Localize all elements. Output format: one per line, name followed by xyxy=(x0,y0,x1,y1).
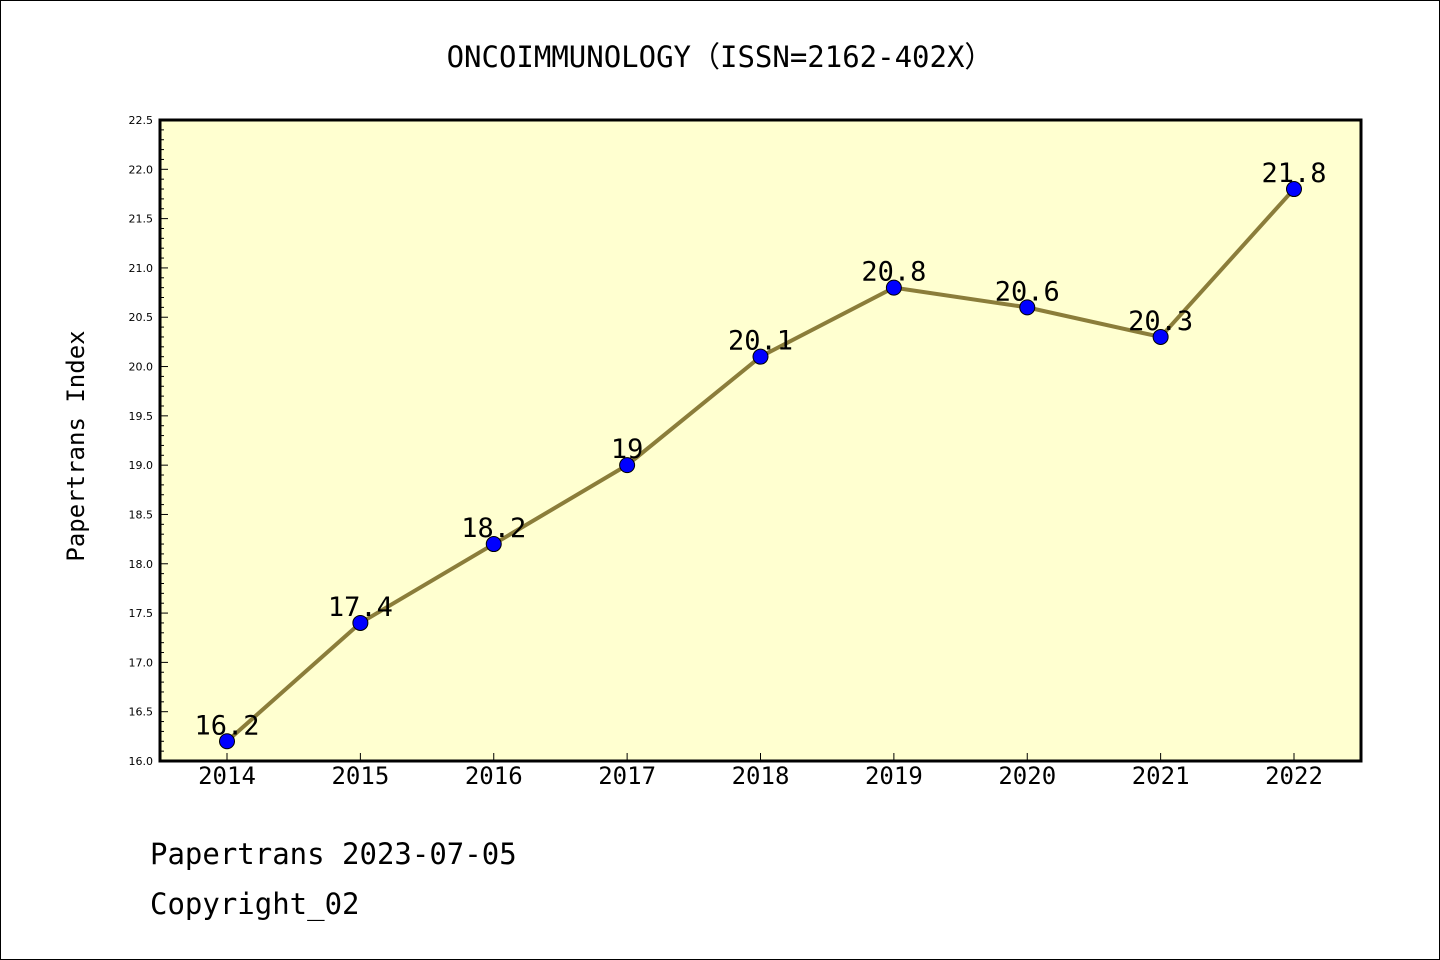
data-point xyxy=(619,457,636,474)
y-tick-label: 19.0 xyxy=(129,459,154,472)
data-point xyxy=(1019,299,1036,316)
data-point xyxy=(1286,181,1302,198)
y-tick-label: 20.5 xyxy=(129,311,154,324)
data-points xyxy=(219,181,1302,750)
data-label: 20.1 xyxy=(728,326,793,357)
data-point xyxy=(352,614,369,631)
data-point xyxy=(885,279,902,296)
x-tick-label: 2019 xyxy=(865,762,923,790)
data-label: 17.4 xyxy=(328,592,393,623)
data-point xyxy=(752,348,769,365)
data-label: 19 xyxy=(611,434,644,465)
x-tick-label: 2016 xyxy=(465,762,523,790)
data-labels: 16.2 17.4 18.2 19 20.1 20.8 20.6 20.3 21.8 xyxy=(194,158,1326,741)
y-tick-label: 17.0 xyxy=(129,656,154,669)
y-tick-label: 16.5 xyxy=(129,706,154,719)
x-tick-label: 2017 xyxy=(598,762,656,790)
y-tick-label: 19.5 xyxy=(129,410,154,423)
y-axis: 16.0 16.5 17.0 17.5 18.0 18.5 19.0 19.5 20.0 20.5… xyxy=(129,114,168,768)
x-tick-label: 2014 xyxy=(198,762,256,790)
x-tick-label: 2020 xyxy=(998,762,1056,790)
data-label: 20.3 xyxy=(1128,306,1193,337)
x-tick-label: 2022 xyxy=(1265,762,1323,790)
x-tick-label: 2015 xyxy=(331,762,389,790)
y-tick-label: 20.0 xyxy=(129,361,154,374)
data-label: 16.2 xyxy=(194,710,259,741)
y-tick-label: 18.5 xyxy=(129,508,154,521)
footer-date: Papertrans 2023-07-05 xyxy=(150,837,517,871)
chart-title: ONCOIMMUNOLOGY（ISSN=2162-402X） xyxy=(447,40,994,74)
x-tick-label: 2018 xyxy=(732,762,790,790)
data-point xyxy=(1152,328,1169,345)
data-label: 20.6 xyxy=(995,276,1060,307)
y-tick-label: 18.0 xyxy=(129,558,154,571)
data-label: 20.8 xyxy=(861,257,926,288)
data-point xyxy=(219,733,235,750)
y-tick-label: 21.0 xyxy=(129,262,154,275)
y-tick-label: 16.0 xyxy=(129,755,154,768)
plot-area xyxy=(158,118,1363,763)
data-label: 21.8 xyxy=(1261,158,1326,189)
y-tick-label: 22.5 xyxy=(129,114,154,127)
y-tick-label: 17.5 xyxy=(129,607,154,620)
x-axis: 2014 2015 2016 2017 2018 2019 2020 2021 2022 xyxy=(198,753,1323,790)
data-point xyxy=(485,536,502,553)
footer-copyright: Copyright_02 xyxy=(150,887,360,922)
x-tick-label: 2021 xyxy=(1132,762,1190,790)
y-axis-label: Papertrans Index xyxy=(62,330,90,561)
y-tick-label: 21.5 xyxy=(129,213,154,226)
data-label: 18.2 xyxy=(461,513,526,544)
y-tick-label: 22.0 xyxy=(129,163,154,176)
